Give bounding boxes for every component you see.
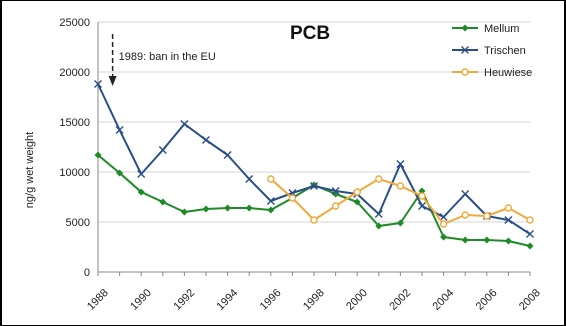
chart-title: PCB <box>290 23 330 44</box>
data-point <box>418 202 426 210</box>
data-point <box>396 182 405 190</box>
data-point <box>483 236 491 244</box>
data-point <box>483 212 491 220</box>
x-tick-label: 2000 <box>344 287 370 313</box>
data-point <box>440 233 448 241</box>
data-point <box>331 187 340 195</box>
legend-item-heuwiese: Heuwiese <box>452 67 532 79</box>
y-tick-label: 20000 <box>59 67 90 79</box>
data-point <box>418 192 426 200</box>
data-point <box>504 216 513 224</box>
data-point <box>94 80 102 88</box>
y-tick-label: 10000 <box>59 167 90 179</box>
data-point <box>223 151 232 159</box>
legend-label: Mellum <box>484 23 519 35</box>
data-point <box>224 204 232 212</box>
data-point <box>396 160 405 168</box>
data-point <box>137 188 145 196</box>
y-tick-label: 5000 <box>66 217 90 229</box>
data-point <box>116 169 124 177</box>
x-tick-label: 1998 <box>301 287 327 313</box>
data-point <box>439 220 448 228</box>
data-point <box>461 236 469 244</box>
annotation-text: 1989: ban in the EU <box>119 51 216 63</box>
legend-marker <box>461 68 469 76</box>
x-tick-label: 1990 <box>128 287 154 313</box>
data-point <box>374 210 383 218</box>
legend-marker <box>461 24 469 32</box>
y-axis-label: ng/g wet weight <box>24 132 36 208</box>
data-point <box>461 190 470 198</box>
x-tick-label: 1996 <box>258 287 284 313</box>
x-tick-label: 1988 <box>85 287 111 313</box>
series-mellum <box>94 151 534 250</box>
data-point <box>310 216 318 224</box>
data-point <box>137 170 146 178</box>
data-point <box>461 211 469 219</box>
data-point <box>245 204 253 212</box>
data-point <box>526 216 534 224</box>
data-point <box>158 146 167 154</box>
data-point <box>267 206 275 214</box>
data-point <box>266 197 275 205</box>
x-tick-label: 2004 <box>431 287 457 313</box>
data-point <box>180 120 189 128</box>
x-tick-label: 1994 <box>215 287 241 313</box>
x-tick-label: 2008 <box>517 287 543 313</box>
data-point <box>245 175 254 183</box>
data-point <box>159 198 167 206</box>
series-layer <box>94 80 534 250</box>
data-point <box>439 213 448 221</box>
data-point <box>288 194 297 202</box>
legend-marker <box>461 46 469 54</box>
y-tick-label: 25000 <box>59 17 90 29</box>
data-point <box>202 136 210 144</box>
legend-item-trischen: Trischen <box>452 45 526 57</box>
data-point <box>504 204 513 212</box>
annotation-arrowhead <box>108 76 117 86</box>
data-point <box>375 222 383 230</box>
legend-item-mellum: Mellum <box>452 23 519 35</box>
data-point <box>396 219 404 227</box>
legend-label: Trischen <box>484 45 526 57</box>
data-point <box>94 151 102 159</box>
data-point <box>375 175 383 183</box>
y-tick-label: 0 <box>84 267 90 279</box>
data-point <box>353 188 361 196</box>
legend: Mellum Trischen Heuwiese <box>452 23 532 79</box>
x-tick-label: 2006 <box>474 287 500 313</box>
series-heuwiese <box>267 175 534 228</box>
data-point <box>526 242 534 250</box>
annotation: 1989: ban in the EU <box>108 34 216 86</box>
data-point <box>504 237 512 245</box>
data-point <box>202 205 210 213</box>
data-point <box>331 202 340 210</box>
x-tick-label: 2002 <box>387 287 413 313</box>
data-point <box>526 230 534 238</box>
data-point <box>180 208 188 216</box>
data-point <box>267 175 275 183</box>
series-trischen <box>94 80 534 238</box>
legend-label: Heuwiese <box>484 67 532 79</box>
y-tick-label: 15000 <box>59 117 90 129</box>
x-tick-label: 1992 <box>171 287 197 313</box>
data-point <box>115 126 124 134</box>
data-point <box>353 198 361 206</box>
data-point <box>310 182 318 190</box>
